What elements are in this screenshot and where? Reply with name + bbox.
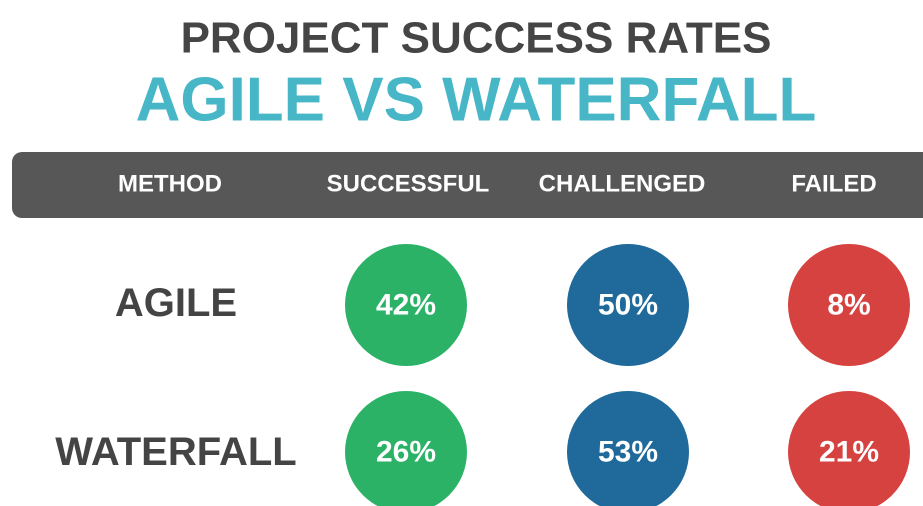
- percent: 42%: [376, 289, 436, 322]
- column-header: FAILED: [791, 171, 876, 198]
- challenged-circle: [567, 244, 689, 366]
- header-bar: [12, 152, 923, 218]
- method-label: WATERFALL: [55, 430, 296, 474]
- column-header: SUCCESSFUL: [327, 171, 490, 198]
- column-header: CHALLENGED: [539, 171, 706, 198]
- subtitle: AGILE VS WATERFALL: [136, 66, 817, 135]
- success-circle: [345, 391, 467, 506]
- percent: 8%: [827, 289, 870, 322]
- success-circle: [345, 244, 467, 366]
- column-header: METHOD: [118, 171, 222, 198]
- title: PROJECT SUCCESS RATES: [181, 14, 772, 63]
- percent: 50%: [598, 289, 658, 322]
- percent: 53%: [598, 436, 658, 469]
- challenged-circle: [567, 391, 689, 506]
- failed-circle: [788, 244, 910, 366]
- method-label: AGILE: [115, 281, 237, 325]
- percent: 26%: [376, 436, 436, 469]
- percent: 21%: [819, 436, 879, 469]
- failed-circle: [788, 391, 910, 506]
